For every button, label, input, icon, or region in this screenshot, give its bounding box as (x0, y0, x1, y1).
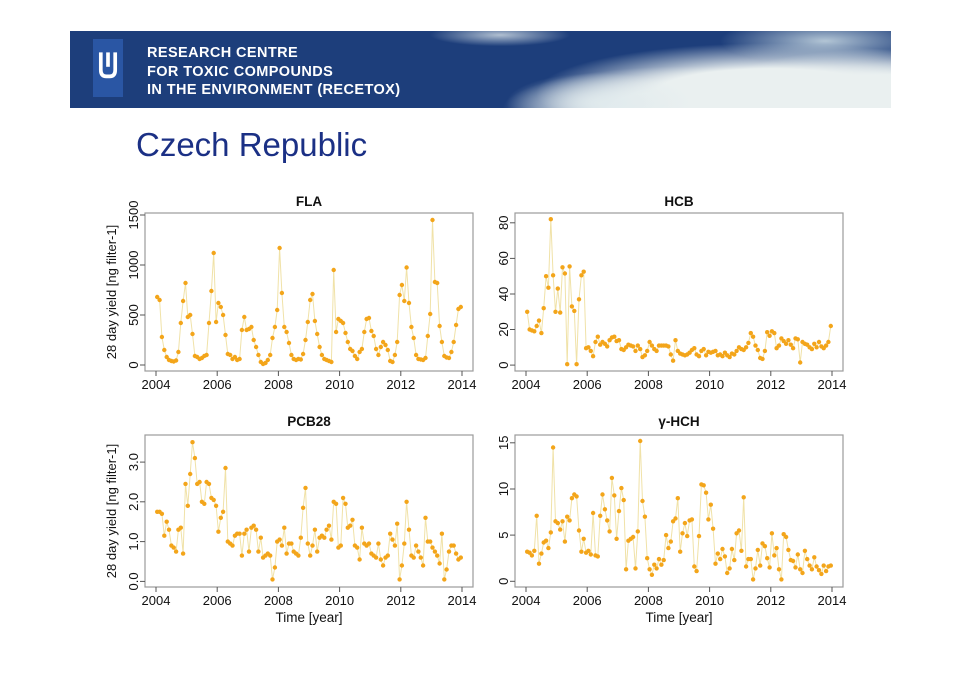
svg-text:0: 0 (126, 361, 141, 368)
x-axis-label: Time [year] (275, 610, 342, 625)
org-name-line-3: IN THE ENVIRONMENT (RECETOX) (147, 82, 401, 99)
data-series-line (156, 219, 462, 365)
y-axis: 0 20 40 60 80 (496, 216, 515, 369)
y-axis-label: 28 day yield [ng filter-1] (104, 225, 119, 359)
y-axis-label: 28 day yield [ng filter-1] (104, 444, 119, 578)
svg-text:60: 60 (496, 251, 511, 265)
x-axis: 2004 2006 2008 2010 2012 2014 (142, 587, 477, 608)
γ-HCH-plot-svg: γ-HCH Time [year] 2004 2006 2008 2010 2012 20… (496, 414, 847, 625)
svg-text:2004: 2004 (142, 377, 171, 392)
svg-text:2004: 2004 (142, 593, 171, 608)
svg-text:2012: 2012 (386, 377, 415, 392)
svg-text:2010: 2010 (695, 377, 724, 392)
data-points (155, 217, 463, 367)
data-series-line (527, 440, 831, 580)
plot-frame (144, 434, 474, 588)
svg-text:5: 5 (496, 531, 511, 538)
svg-text:2014: 2014 (448, 377, 477, 392)
svg-text:2010: 2010 (325, 593, 354, 608)
PCB28-plot-svg: PCB28 28 day yield [ng filter-1] Time [ye… (104, 414, 477, 625)
svg-text:2004: 2004 (512, 377, 541, 392)
svg-text:3.0: 3.0 (126, 453, 141, 471)
svg-text:2014: 2014 (818, 593, 847, 608)
chart-fla: FLA 28 day yield [ng filter-1] 2004 2006 2… (100, 193, 490, 398)
svg-text:2012: 2012 (756, 377, 785, 392)
chart-title: FLA (296, 194, 322, 209)
svg-text:0: 0 (496, 361, 511, 368)
org-name-line-2: FOR TOXIC COMPOUNDS (147, 63, 334, 80)
svg-text:2006: 2006 (203, 377, 232, 392)
plot-frame (144, 212, 474, 372)
svg-text:2008: 2008 (634, 593, 663, 608)
svg-text:2008: 2008 (634, 377, 663, 392)
chart-hcb: HCB 2004 2006 2008 2010 2012 2014 0 20 40 60 80 (470, 193, 860, 398)
svg-text:0: 0 (496, 578, 511, 585)
svg-text:500: 500 (126, 304, 141, 326)
svg-text:2014: 2014 (448, 593, 477, 608)
plot-frame (514, 212, 844, 372)
x-axis: 2004 2006 2008 2010 2012 2014 (512, 371, 847, 392)
x-axis: 2004 2006 2008 2010 2012 2014 (142, 371, 477, 392)
svg-text:2006: 2006 (203, 593, 232, 608)
svg-text:2012: 2012 (386, 593, 415, 608)
chart-title: HCB (664, 194, 693, 209)
university-logo (93, 39, 123, 97)
svg-text:1.0: 1.0 (126, 533, 141, 551)
chart-title: PCB28 (287, 414, 331, 429)
y-axis: 0 500 1000 1500 (126, 201, 145, 369)
data-points (155, 440, 463, 582)
HCB-plot-svg: HCB 2004 2006 2008 2010 2012 2014 0 20 40 60 80 (496, 194, 847, 392)
chart-title: γ-HCH (658, 414, 699, 429)
svg-text:40: 40 (496, 287, 511, 301)
svg-text:1000: 1000 (126, 251, 141, 280)
data-points (525, 438, 833, 582)
y-axis: 0 5 10 15 (496, 436, 515, 585)
data-points (525, 217, 833, 367)
svg-text:2006: 2006 (573, 593, 602, 608)
org-name: RESEARCH CENTRE FOR TOXIC COMPOUNDS IN T… (147, 44, 400, 100)
org-name-line-1: RESEARCH CENTRE (147, 45, 299, 61)
svg-text:2006: 2006 (573, 377, 602, 392)
svg-text:2014: 2014 (818, 377, 847, 392)
svg-text:15: 15 (496, 436, 511, 450)
chart-gamma-hch: γ-HCH Time [year] 2004 2006 2008 2010 2012 20… (470, 413, 860, 633)
svg-text:1500: 1500 (126, 201, 141, 230)
plot-frame (514, 434, 844, 588)
FLA-plot-svg: FLA 28 day yield [ng filter-1] 2004 2006 2… (104, 194, 477, 392)
header-banner: RESEARCH CENTRE FOR TOXIC COMPOUNDS IN T… (70, 31, 891, 108)
svg-text:0.0: 0.0 (126, 572, 141, 590)
svg-text:2004: 2004 (512, 593, 541, 608)
chart-pcb28: PCB28 28 day yield [ng filter-1] Time [ye… (100, 413, 490, 633)
y-axis: 0.0 1.0 2.0 3.0 (126, 453, 145, 590)
x-axis: 2004 2006 2008 2010 2012 2014 (512, 587, 847, 608)
svg-text:2010: 2010 (325, 377, 354, 392)
university-logo-m-icon (96, 46, 120, 91)
svg-text:2012: 2012 (756, 593, 785, 608)
svg-text:2008: 2008 (264, 377, 293, 392)
svg-text:2.0: 2.0 (126, 493, 141, 511)
x-axis-label: Time [year] (645, 610, 712, 625)
svg-text:2008: 2008 (264, 593, 293, 608)
svg-text:10: 10 (496, 482, 511, 496)
svg-text:20: 20 (496, 322, 511, 336)
svg-text:2010: 2010 (695, 593, 724, 608)
page-title: Czech Republic (136, 126, 368, 163)
svg-text:80: 80 (496, 216, 511, 230)
